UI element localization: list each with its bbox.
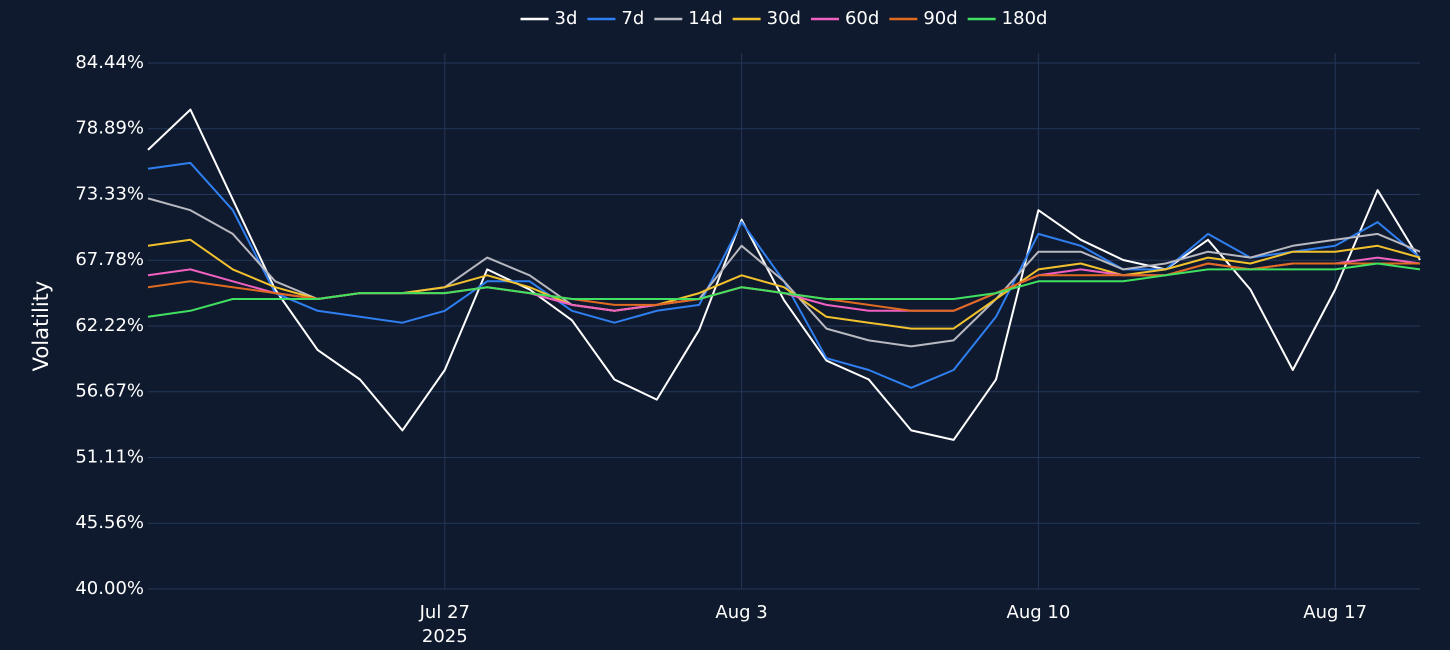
legend: 3d 7d 14d 30d 60d 90d 180d	[520, 8, 1048, 29]
series-line	[147, 108, 1421, 441]
series-line	[147, 262, 1421, 318]
y-tick-label: 62.22%	[75, 315, 144, 336]
legend-label: 14d	[688, 8, 722, 29]
legend-label: 90d	[923, 8, 957, 29]
y-tick-label: 73.33%	[75, 184, 144, 205]
y-tick-label: 40.00%	[75, 578, 144, 599]
x-tick-label: Aug 3	[715, 602, 767, 623]
legend-label: 3d	[555, 8, 578, 29]
y-tick-label: 67.78%	[75, 249, 144, 270]
y-tick-label: 78.89%	[75, 118, 144, 139]
y-tick-label: 56.67%	[75, 381, 144, 402]
y-tick-label: 45.56%	[75, 512, 144, 533]
x-tick-label: Aug 17	[1303, 602, 1367, 623]
x-tick-label: Aug 10	[1007, 602, 1071, 623]
legend-label: 7d	[621, 8, 644, 29]
y-tick-label: 84.44%	[75, 52, 144, 73]
legend-label: 30d	[767, 8, 801, 29]
legend-label: 60d	[845, 8, 879, 29]
legend-label: 180d	[1002, 8, 1048, 29]
x-tick-sublabel: 2025	[422, 626, 468, 647]
x-tick-label: Jul 27	[419, 602, 470, 623]
y-axis-label: Volatility	[29, 281, 53, 372]
y-tick-label: 51.11%	[75, 447, 144, 468]
